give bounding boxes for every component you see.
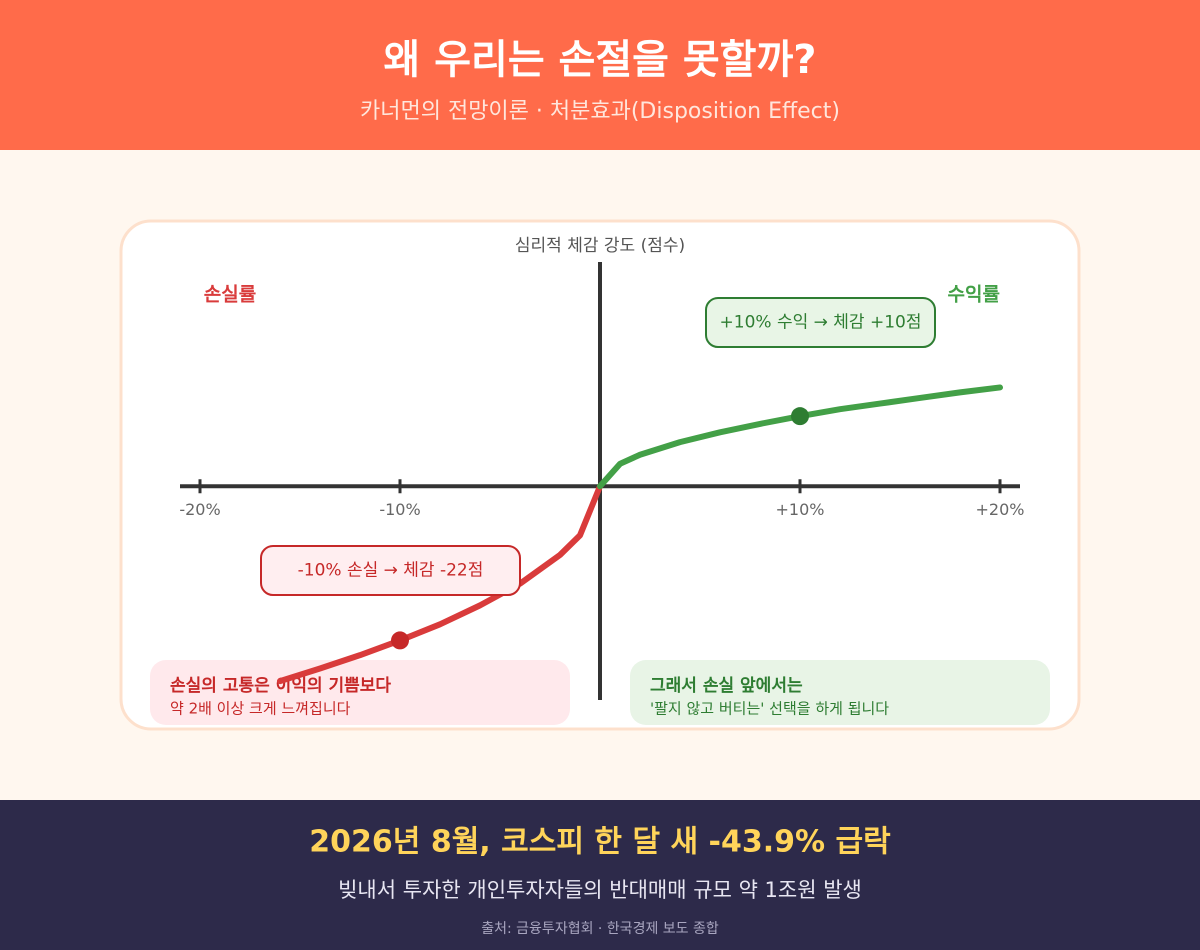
subtitle: 카너먼의 전망이론 · 처분효과(Disposition Effect): [360, 99, 840, 124]
annotation-box: [705, 297, 936, 348]
annotation-text: +10% 수익 → 체감 +10점: [720, 313, 922, 333]
x-tick-label: +20%: [976, 500, 1025, 519]
footer-headline: 2026년 8월, 코스피 한 달 새 -43.9% 급락: [309, 825, 891, 860]
x-tick-label: +10%: [776, 500, 825, 519]
x-tick-label: -20%: [179, 500, 220, 519]
series-label: 손실률: [204, 284, 256, 306]
line-series: [277, 483, 603, 685]
series-label: 수익률: [948, 284, 1000, 306]
note-text: '팔지 않고 버티는' 선택을 하게 됩니다: [650, 700, 889, 718]
note-title: 손실의 고통은 이익의 기쁨보다: [170, 676, 391, 696]
footer-source: 출처: 금융투자협회 · 한국경제 보도 종합: [481, 921, 719, 937]
annotation-text: -10% 손실 → 체감 -22점: [298, 561, 484, 581]
note-box: [630, 660, 1050, 725]
note-box: [150, 660, 570, 725]
note-text: 약 2배 이상 크게 느껴집니다: [170, 700, 351, 718]
chart: 심리적 체감 강도 (점수) -20% -10% +10% +20% 손실률 수익률 +10%…: [179, 236, 1024, 700]
footer-detail: 빚내서 투자한 개인투자자들의 반대매매 규모 약 1조원 발생: [338, 878, 862, 902]
header-band: [0, 0, 1200, 150]
note-title: 그래서 손실 앞에서는: [650, 676, 803, 696]
highlight-point: [391, 631, 409, 650]
line-series: [597, 384, 1003, 490]
footer-band: [0, 800, 1200, 950]
title: 왜 우리는 손절을 못할까?: [384, 37, 817, 83]
annotation-box: [260, 545, 521, 596]
highlight-point: [791, 407, 809, 426]
x-tick-label: -10%: [379, 500, 420, 519]
y-axis-label: 심리적 체감 강도 (점수): [515, 236, 685, 256]
